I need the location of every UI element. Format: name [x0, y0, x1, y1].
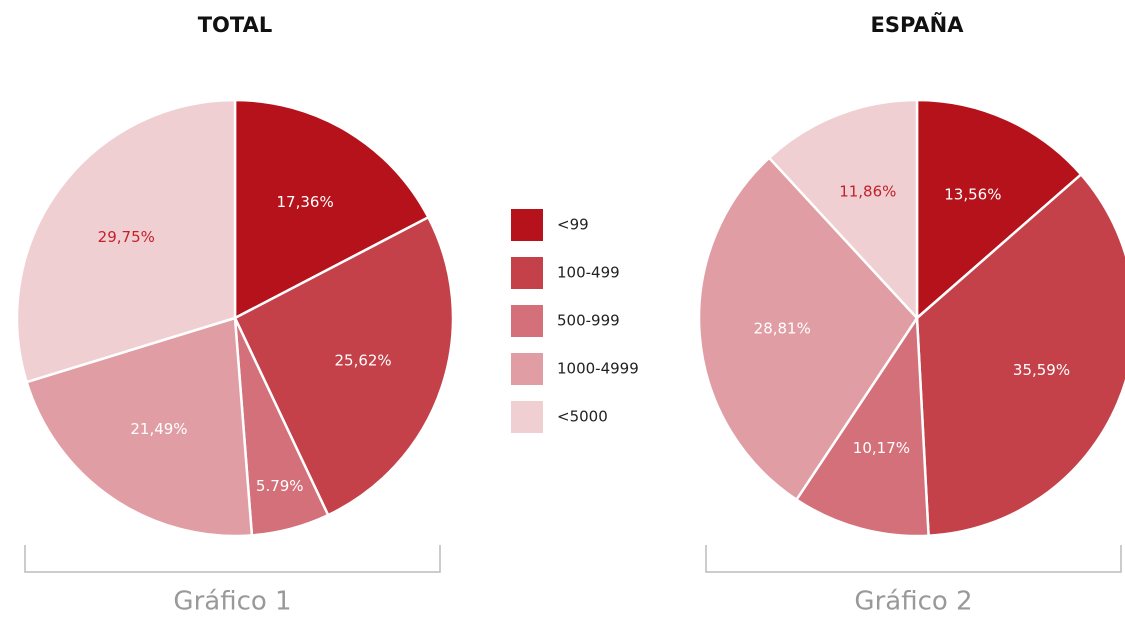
pie-slice	[915, 172, 1125, 538]
slice-label: 5.79%	[256, 477, 304, 495]
pie-slice	[233, 98, 431, 321]
legend-label: <99	[557, 216, 589, 234]
pie-slice	[794, 314, 930, 538]
slice-label: 11,86%	[839, 183, 896, 201]
slice-label: 28,81%	[754, 319, 811, 337]
legend-swatch	[511, 305, 543, 337]
pie-slice	[25, 316, 254, 538]
legend-label: 100-499	[557, 264, 620, 282]
pie-slice	[915, 98, 1083, 321]
slice-label: 10,17%	[853, 439, 910, 457]
pie-slice	[15, 98, 237, 384]
pie-slice	[233, 215, 455, 517]
slice-label: 17,36%	[277, 193, 334, 211]
chart-title: ESPAÑA	[870, 12, 964, 37]
slice-label: 13,56%	[944, 185, 1001, 203]
legend-swatch	[511, 209, 543, 241]
chart-caption: Gráfico 2	[854, 587, 972, 617]
legend-swatch	[511, 257, 543, 289]
caption-bracket	[24, 545, 441, 573]
chart-title: TOTAL	[198, 13, 273, 37]
legend-swatch	[511, 401, 543, 433]
pie-slice	[767, 98, 919, 322]
slice-label: 29,75%	[98, 228, 155, 246]
pie-slice	[697, 156, 919, 502]
slice-label: 25,62%	[334, 352, 391, 370]
caption-bracket	[705, 545, 1122, 573]
slice-label: 21,49%	[130, 420, 187, 438]
legend-label: <5000	[557, 408, 608, 426]
legend-label: 1000-4999	[557, 360, 639, 378]
legend-swatch	[511, 353, 543, 385]
slice-label: 35,59%	[1013, 361, 1070, 379]
legend-label: 500-999	[557, 312, 620, 330]
chart-caption: Gráfico 1	[173, 587, 291, 617]
